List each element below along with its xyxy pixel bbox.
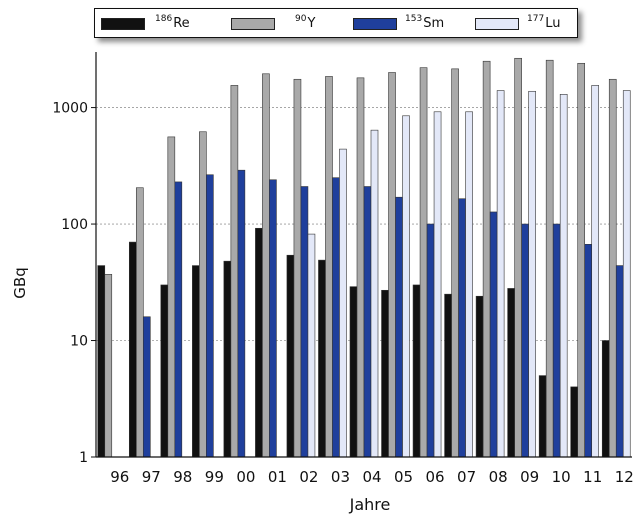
bar-lu-09 [528,90,536,458]
legend-swatch [475,18,519,30]
legend-label: 177Lu [527,14,561,31]
x-tick-label: 96 [110,468,129,486]
bar-sm-09 [521,223,529,458]
legend-swatch [101,18,145,30]
bar-y-00 [230,85,239,458]
x-tick-label: 09 [520,468,539,486]
legend: 186Re 90Y 153Sm 177Lu [94,8,578,38]
bar-re-02 [286,254,295,458]
bar-y-12 [608,78,617,458]
x-tick-label: 01 [268,468,287,486]
bar-sm-03 [332,177,340,458]
legend-label: 90Y [295,14,316,31]
bar-lu-02 [307,233,316,458]
y-tick-label: 100 [61,217,88,233]
bar-y-01 [262,73,270,458]
x-tick-label: 99 [205,468,224,486]
legend-swatch [353,18,397,30]
bar-re-12 [601,340,610,458]
bar-sm-11 [584,244,593,458]
bar-re-07 [444,293,452,458]
bar-y-09 [514,57,522,458]
bar-y-99 [199,131,207,458]
bar-sm-12 [615,265,624,458]
bar-sm-07 [458,198,466,458]
axes [95,52,632,458]
bar-sm-05 [395,196,403,458]
legend-swatch [231,18,275,30]
bar-y-03 [325,76,333,458]
x-tick-label: 00 [236,468,255,486]
y-tick-label: 1 [79,450,88,466]
bar-lu-04 [370,129,379,458]
bar-y-08 [482,60,491,458]
bar-re-98 [160,284,169,458]
bar-sm-00 [237,169,246,458]
bar-lu-05 [402,115,410,458]
bar-re-96 [97,265,106,458]
bar-sm-98 [174,181,183,458]
bar-lu-07 [465,111,473,458]
bar-re-11 [570,386,579,458]
x-ticks: 96 97 98 99 00 01 02 03 04 05 06 07 08 09 10 11 12 [110,468,634,486]
bar-re-00 [223,260,232,458]
bar-sm-97 [142,316,151,458]
x-tick-label: 08 [489,468,508,486]
bar-sm-06 [426,223,435,458]
x-tick-label: 07 [457,468,476,486]
bar-sm-99 [206,174,214,458]
bar-sm-01 [269,179,277,458]
bar-y-07 [451,68,459,458]
bar-sm-02 [300,186,309,458]
bar-y-96 [104,274,113,458]
y-tick-label: 1000 [52,101,88,117]
bar-y-02 [293,78,302,458]
bar-re-05 [381,289,389,458]
bar-re-04 [349,286,358,458]
bar-lu-06 [433,111,442,458]
bar-re-99 [192,265,200,458]
bar-re-01 [255,227,263,458]
bar-re-08 [475,295,484,458]
bar-re-06 [412,284,421,458]
bar-y-10 [545,59,554,458]
x-tick-label: 10 [552,468,571,486]
x-tick-label: 98 [173,468,192,486]
x-tick-label: 97 [142,468,161,486]
y-ticks: 1 10 100 1000 [52,101,96,466]
x-tick-label: 04 [362,468,381,486]
bar-lu-08 [496,90,505,458]
bar-sm-08 [489,211,498,458]
bar-re-10 [538,375,547,458]
bar-y-06 [419,67,428,458]
legend-label: 153Sm [405,14,445,31]
bar-y-04 [356,77,365,458]
x-tick-label: 11 [583,468,602,486]
bar-lu-10 [559,94,568,458]
bar-lu-12 [622,90,631,458]
bar-lu-11 [591,85,600,458]
x-tick-label: 03 [331,468,350,486]
x-tick-label: 12 [615,468,634,486]
bar-y-97 [135,187,144,458]
bar-y-98 [167,136,176,458]
y-tick-label: 10 [70,334,88,350]
bar-re-09 [507,288,515,458]
bar-y-11 [577,62,586,458]
x-tick-label: 06 [426,468,445,486]
x-axis-label: Jahre [349,495,391,514]
y-axis-label: GBq [11,267,29,298]
x-tick-label: 02 [299,468,318,486]
legend-label: 186Re [155,14,190,31]
bar-re-03 [318,259,326,458]
bar-sm-10 [552,223,561,458]
bar-re-97 [128,241,137,458]
bar-sm-04 [363,186,372,458]
bar-lu-03 [339,148,347,458]
x-tick-label: 05 [394,468,413,486]
bars [97,57,631,458]
bar-y-05 [388,72,396,458]
